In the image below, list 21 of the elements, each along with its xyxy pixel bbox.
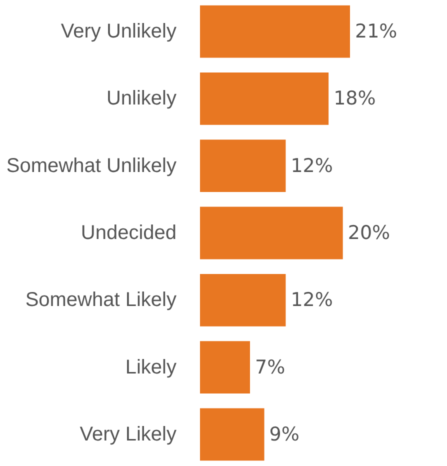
bar [200, 5, 350, 58]
data-label: 20% [348, 222, 390, 244]
data-label: 18% [334, 88, 376, 110]
y-tick-label: Unlikely [106, 88, 176, 110]
data-label: 7% [255, 356, 286, 378]
bar [200, 408, 264, 461]
bar [200, 140, 286, 192]
y-tick-label: Somewhat Likely [25, 289, 176, 312]
data-label: 12% [290, 154, 333, 177]
data-label: 9% [269, 423, 300, 446]
y-tick-label: Likely [125, 356, 176, 378]
data-label: 21% [355, 20, 398, 43]
y-tick-label: Very Unlikely [60, 20, 176, 43]
bar [200, 206, 343, 260]
data-label: 12% [290, 289, 333, 312]
bar [200, 72, 329, 125]
y-tick-label: Somewhat Unlikely [6, 154, 176, 177]
bar [200, 341, 250, 394]
bar [200, 274, 286, 326]
y-tick-label: Very Likely [80, 423, 176, 446]
y-tick-label: Undecided [80, 222, 176, 244]
